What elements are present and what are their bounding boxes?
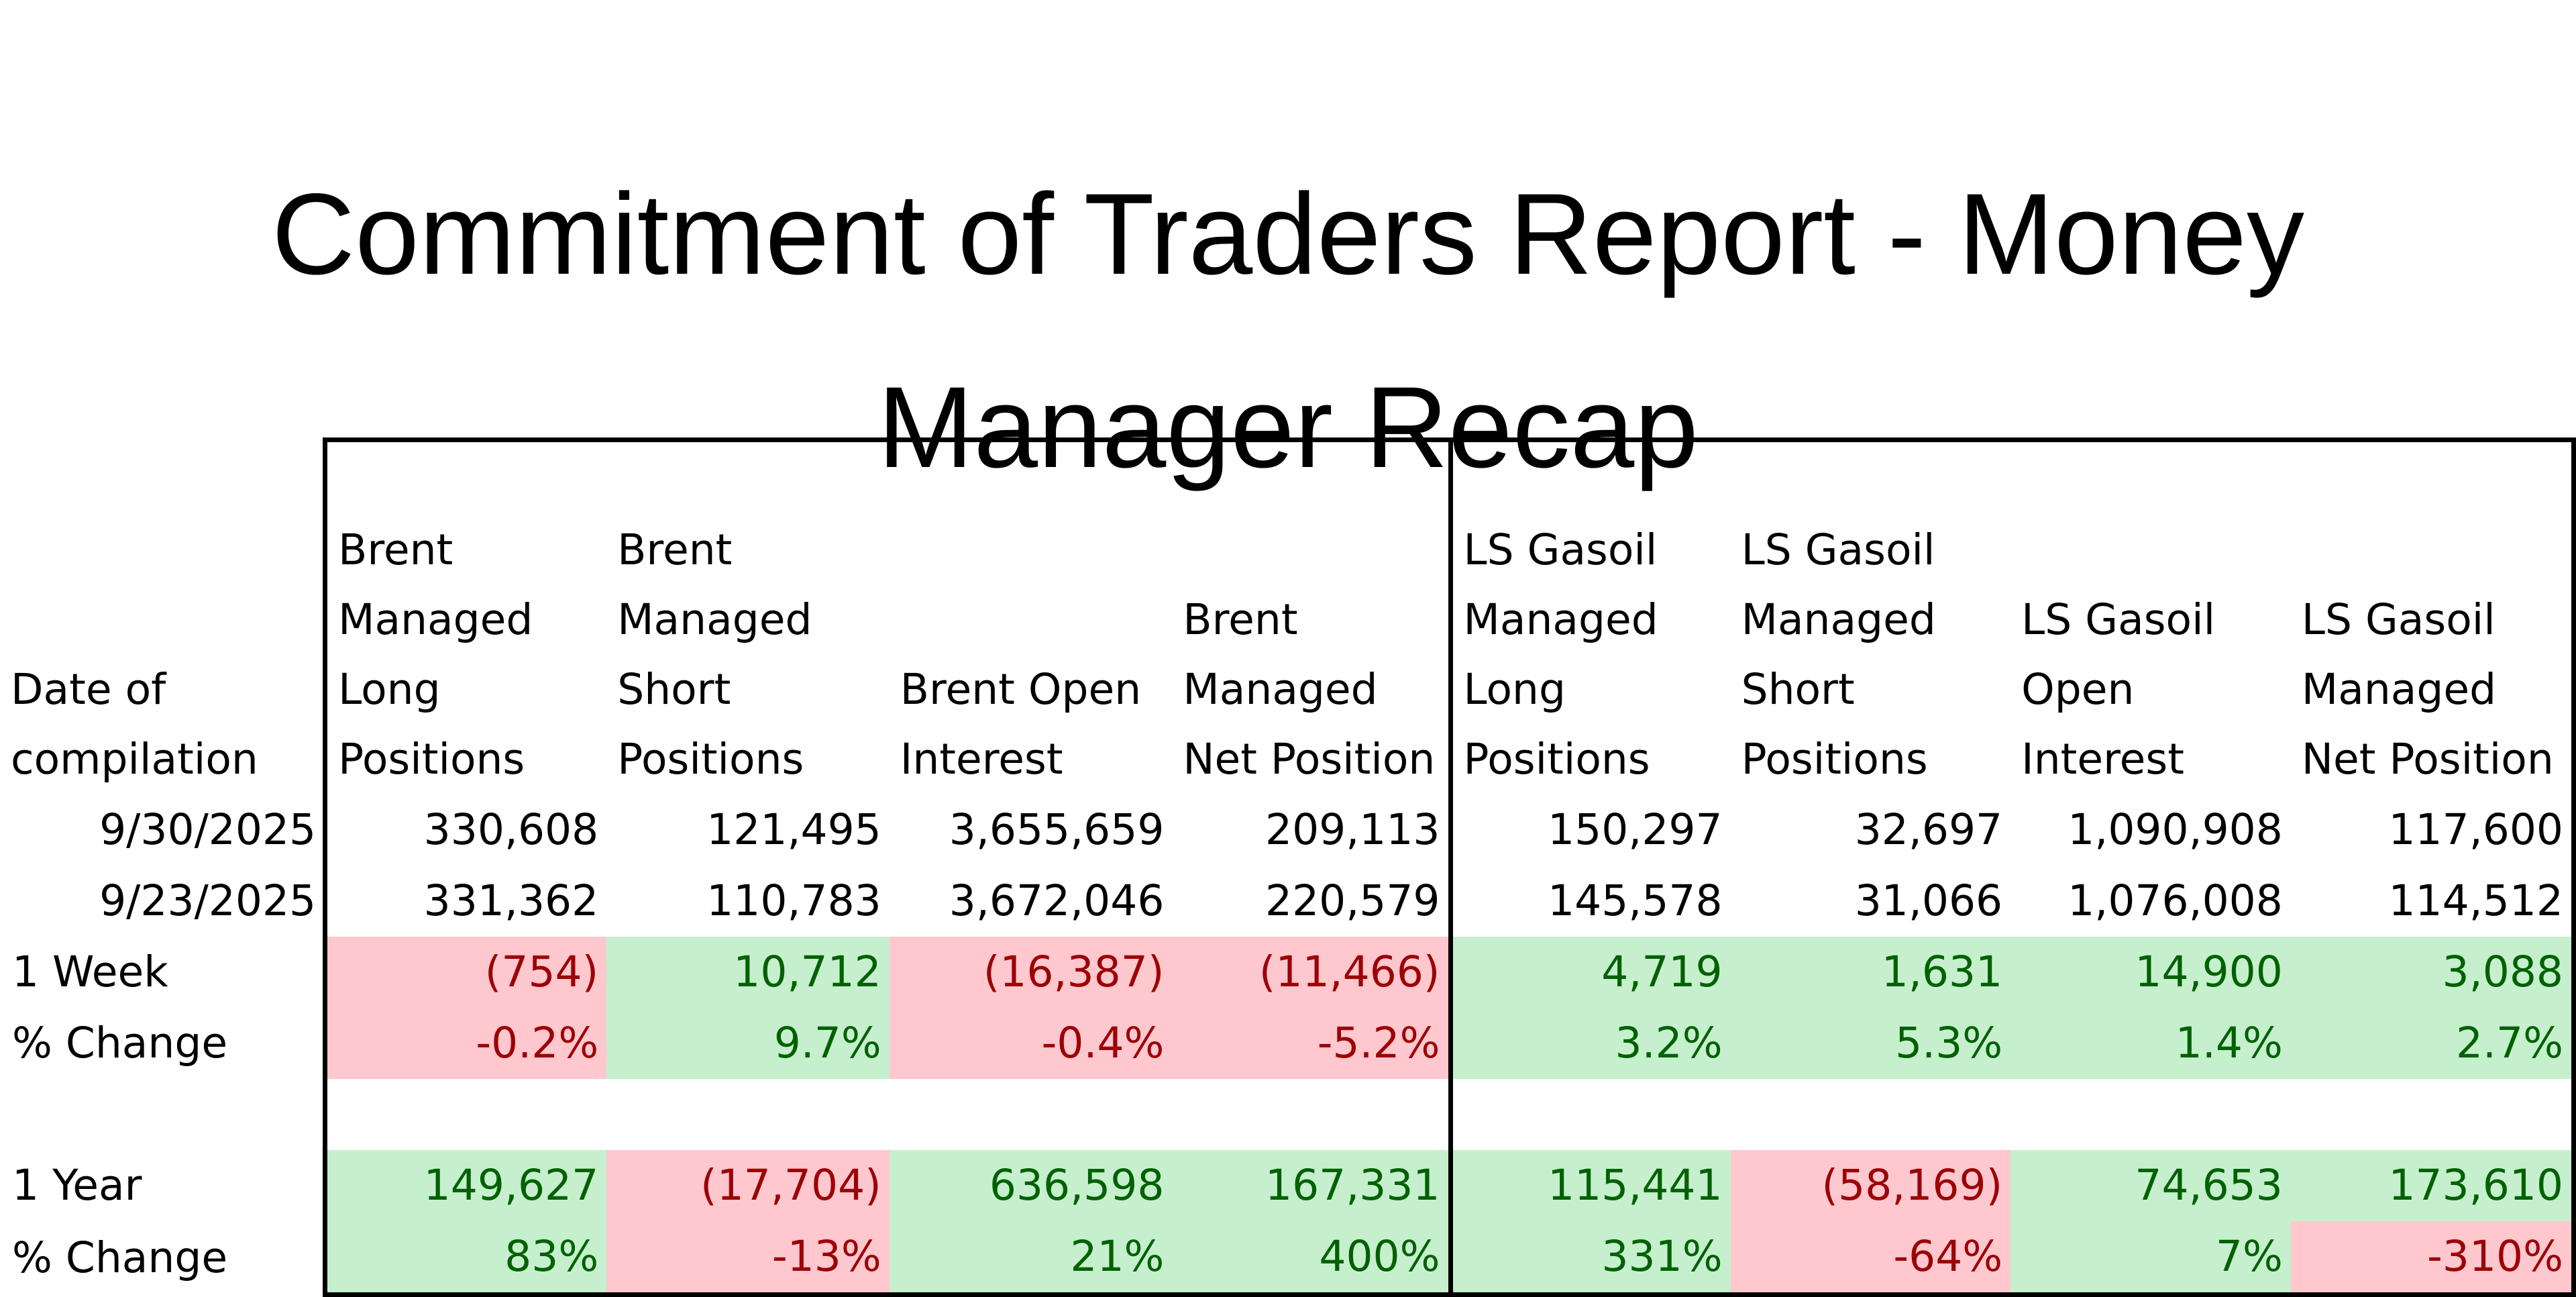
cell-value: 330,608 — [323, 794, 607, 866]
cell-value: 1,631 — [1730, 937, 2011, 1008]
header-gasoil-managed-net: LS Gasoil Managed Net Position — [2290, 437, 2576, 794]
cell-value: 3.2% — [1450, 1008, 1731, 1079]
row-label: 1 Year — [12, 1161, 142, 1210]
cell-value: 331,362 — [323, 866, 607, 937]
spacer-cell — [2010, 1079, 2291, 1150]
table-row-spacer — [0, 1079, 2576, 1150]
table-row-1-year-change: 1 Year 149,627 (17,704) 636,598 167,331 … — [0, 1150, 2576, 1221]
spacer-cell — [1172, 1079, 1453, 1150]
cell-value: 1,076,008 — [2068, 876, 2283, 925]
row-label: % Change — [12, 1233, 228, 1282]
cell-value: 3,088 — [2290, 937, 2576, 1008]
row-label-date: 9/30/2025 — [99, 805, 317, 854]
cell-value: 1.4% — [2010, 1008, 2291, 1079]
cell-value: (16,387) — [889, 937, 1173, 1008]
cell-value: 21% — [889, 1221, 1173, 1297]
table-row-1-year-pct-change: % Change 83% -13% 21% 400% 331% -64% 7% … — [0, 1221, 2576, 1297]
cell-value: 636,598 — [889, 1150, 1173, 1221]
cell-value: 121,495 — [706, 805, 881, 854]
cell-value: 117,600 — [2290, 794, 2576, 866]
cell-value: 32,697 — [1854, 805, 2003, 854]
row-label-date: 9/23/2025 — [99, 876, 317, 925]
header-gasoil-managed-short: LS Gasoil Managed Short Positions — [1730, 437, 2011, 794]
cell-value: 114,512 — [2290, 866, 2576, 937]
spacer-cell — [890, 1079, 1173, 1150]
cell-value: 83% — [323, 1221, 607, 1297]
header-gasoil-managed-long: LS Gasoil Managed Long Positions — [1450, 437, 1731, 794]
header-brent-managed-short: Brent Managed Short Positions — [606, 437, 890, 794]
cell-value: (11,466) — [1172, 937, 1453, 1008]
spacer-cell — [1450, 1079, 1731, 1150]
cell-value: 74,653 — [2010, 1150, 2291, 1221]
report-title-line-1: Commitment of Traders Report - Money — [271, 170, 2305, 299]
cell-value: (754) — [323, 937, 607, 1008]
cell-value: -5.2% — [1172, 1008, 1453, 1079]
header-brent-open-interest: Brent Open Interest — [889, 437, 1173, 794]
cell-value: 145,578 — [1548, 876, 1723, 925]
cell-value: (58,169) — [1730, 1150, 2011, 1221]
cell-value: 149,627 — [323, 1150, 607, 1221]
cell-value: -0.2% — [323, 1008, 607, 1079]
table-row-1-week-change: 1 Week (754) 10,712 (16,387) (11,466) 4,… — [0, 937, 2576, 1008]
cell-value: 10,712 — [606, 937, 890, 1008]
cell-value: 115,441 — [1450, 1150, 1731, 1221]
cell-value: 150,297 — [1548, 805, 1723, 854]
cell-value: 7% — [2010, 1221, 2291, 1297]
spacer-cell — [323, 1079, 607, 1150]
cell-value: 167,331 — [1172, 1150, 1453, 1221]
cell-value: 110,783 — [706, 876, 881, 925]
row-label: 1 Week — [12, 947, 168, 996]
cell-value: -64% — [1730, 1221, 2011, 1297]
cell-value: 31,066 — [1854, 876, 2003, 925]
cell-value: -0.4% — [889, 1008, 1173, 1079]
report-title: Commitment of Traders Report - Money Man… — [0, 138, 2576, 524]
cell-value: 331% — [1450, 1221, 1731, 1297]
spacer-cell — [2290, 1079, 2576, 1150]
header-date-of-compilation: Date of compilation — [11, 665, 258, 784]
cell-value: 4,719 — [1450, 937, 1731, 1008]
cell-value: 3,655,659 — [949, 805, 1165, 854]
row-label: % Change — [12, 1019, 228, 1068]
cell-value: 9.7% — [606, 1008, 890, 1079]
cell-value: 14,900 — [2010, 937, 2291, 1008]
table-row-prior-week: 9/23/2025 331,362 110,783 3,672,046 220,… — [0, 866, 2576, 937]
cell-value: 2.7% — [2290, 1008, 2576, 1079]
cell-value: 400% — [1172, 1221, 1453, 1297]
spacer-cell — [0, 1079, 325, 1150]
cell-value: -13% — [606, 1221, 890, 1297]
cell-value: 5.3% — [1730, 1008, 2011, 1079]
header-gasoil-open-interest: LS Gasoil Open Interest — [2010, 437, 2291, 794]
cell-value: 220,579 — [1172, 866, 1453, 937]
cell-value: 3,672,046 — [949, 876, 1165, 925]
header-row: Date of compilation Brent Managed Long P… — [0, 437, 2576, 794]
spacer-cell — [1731, 1079, 2011, 1150]
table-row-current-week: 9/30/2025 330,608 121,495 3,655,659 209,… — [0, 794, 2576, 866]
spacer-cell — [606, 1079, 890, 1150]
cell-value: (17,704) — [606, 1150, 890, 1221]
cell-value: -310% — [2290, 1221, 2576, 1297]
header-brent-managed-long: Brent Managed Long Positions — [323, 437, 607, 794]
header-brent-managed-net: Brent Managed Net Position — [1172, 437, 1453, 794]
cell-value: 209,113 — [1172, 794, 1453, 866]
cot-table: Date of compilation Brent Managed Long P… — [0, 437, 2576, 1297]
cell-value: 1,090,908 — [2068, 805, 2283, 854]
table-row-1-week-pct-change: % Change -0.2% 9.7% -0.4% -5.2% 3.2% 5.3… — [0, 1008, 2576, 1079]
cell-value: 173,610 — [2290, 1150, 2576, 1221]
